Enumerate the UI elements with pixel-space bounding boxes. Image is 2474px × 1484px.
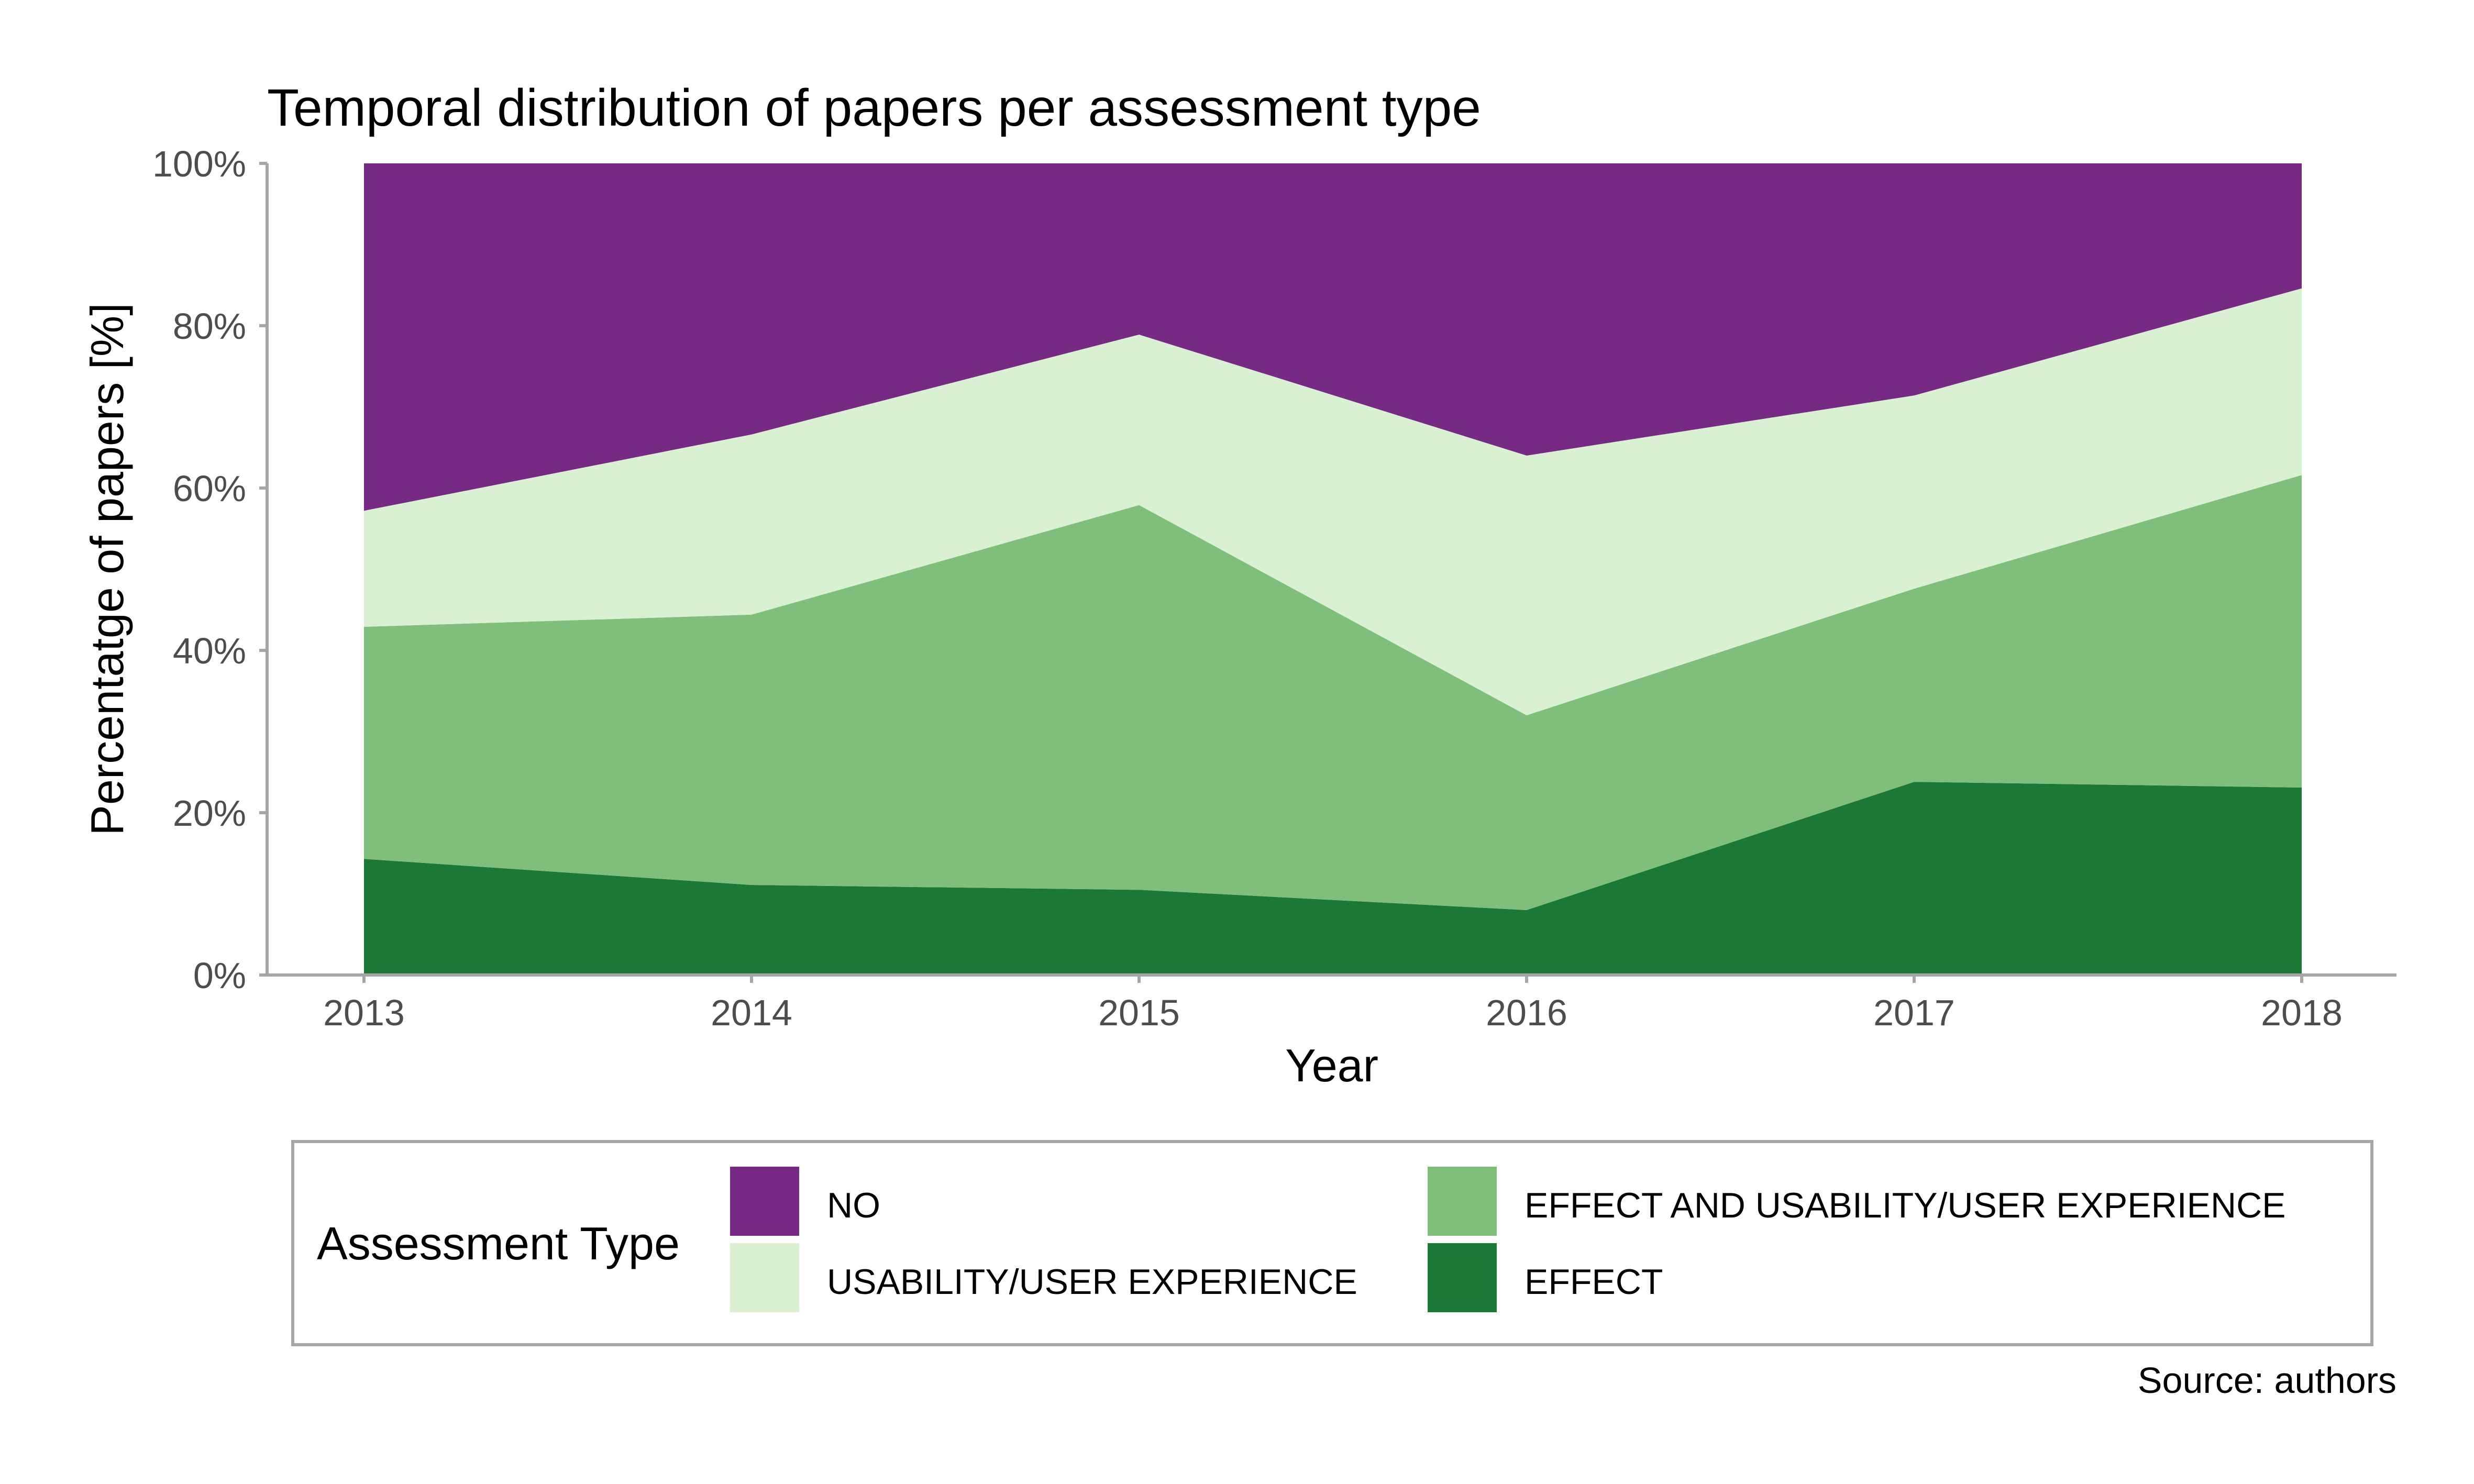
y-axis-title: Percentatge of papers [%] <box>81 303 133 836</box>
y-axis-ticks: 0% 20% 40% 60% 80% 100% <box>152 143 267 996</box>
y-tick-label: 20% <box>173 793 246 834</box>
y-tick-label: 0% <box>193 955 246 996</box>
x-tick-label: 2015 <box>1098 992 1180 1033</box>
stacked-areas <box>364 163 2302 975</box>
x-tick-label: 2014 <box>711 992 792 1033</box>
x-axis-title: Year <box>1285 1039 1378 1091</box>
area-effect <box>364 782 2302 975</box>
y-tick-label: 60% <box>173 468 246 509</box>
area-usability-user-experience <box>364 288 2302 715</box>
legend-title: Assessment Type <box>317 1217 680 1269</box>
x-tick-label: 2018 <box>2261 992 2343 1033</box>
chart-caption: Source: authors <box>2138 1360 2396 1401</box>
legend-key-no <box>730 1167 799 1236</box>
x-axis-ticks: 2013 2014 2015 2016 2017 2018 <box>323 975 2343 1033</box>
legend-items: NO USABILITY/USER EXPERIENCE EFFECT AND US… <box>730 1167 2286 1312</box>
y-tick-label: 80% <box>173 306 246 347</box>
legend-label-effect-and-usability-user-experience: EFFECT AND USABILITY/USER EXPERIENCE <box>1525 1186 2286 1225</box>
legend-frame <box>291 1140 2373 1346</box>
legend-label-effect: EFFECT <box>1525 1262 1663 1302</box>
area-effect-and-usability-user-experience <box>364 475 2302 910</box>
y-tick-label: 100% <box>152 143 246 184</box>
chart-title: Temporal distribution of papers per asse… <box>267 79 1481 137</box>
legend-label-no: NO <box>827 1186 880 1225</box>
x-tick-label: 2017 <box>1873 992 1955 1033</box>
y-tick-label: 40% <box>173 630 246 671</box>
x-tick-label: 2016 <box>1486 992 1567 1033</box>
x-tick-label: 2013 <box>323 992 405 1033</box>
area-no <box>364 163 2302 511</box>
legend-key-effect <box>1428 1243 1497 1312</box>
legend-key-effect-and-usability-user-experience <box>1428 1167 1497 1236</box>
legend-label-usability-user-experience: USABILITY/USER EXPERIENCE <box>827 1262 1357 1302</box>
legend: Assessment Type NO USABILITY/USER EXPERIE… <box>291 1140 2373 1346</box>
legend-key-usability-user-experience <box>730 1243 799 1312</box>
